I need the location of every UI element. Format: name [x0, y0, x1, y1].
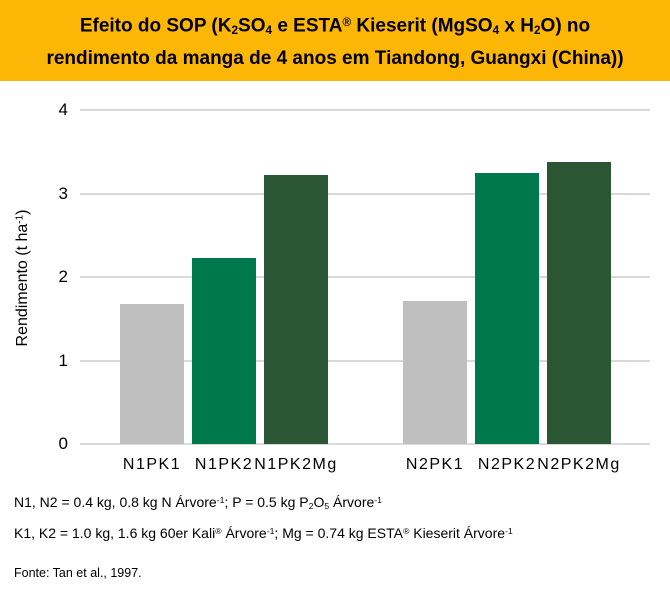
gridline-y-2	[80, 276, 650, 278]
x-tick-label-N2PK2: N2PK2	[477, 456, 537, 473]
bar-N2PK2	[475, 173, 539, 444]
bar-N1PK2Mg	[264, 175, 328, 444]
title-banner: Efeito do SOP (K2SO4 e ESTA® Kieserit (M…	[0, 0, 670, 81]
x-tick-label-N1PK1: N1PK1	[122, 456, 182, 473]
source-citation: Fonte: Tan et al., 1997.	[14, 566, 142, 580]
chart-title-line-1: Efeito do SOP (K2SO4 e ESTA® Kieserit (M…	[79, 15, 591, 38]
bar-N1PK1	[120, 304, 184, 444]
footnote-line-1: N1, N2 = 0.4 kg, 0.8 kg N Árvore-1; P = …	[14, 493, 383, 512]
gridline-y-3	[80, 192, 650, 195]
gridline-y-1	[80, 359, 650, 362]
gridline-y-0	[80, 443, 650, 445]
footnotes: N1, N2 = 0.4 kg, 0.8 kg N Árvore-1; P = …	[14, 488, 513, 546]
x-tick-label-N2PK2Mg: N2PK2Mg	[537, 456, 621, 473]
x-tick-label-N1PK2: N1PK2	[194, 456, 254, 473]
x-tick-label-N1PK2Mg: N1PK2Mg	[254, 456, 338, 473]
y-tick-label-3: 3	[58, 183, 68, 203]
y-tick-label-2: 2	[58, 267, 68, 286]
bar-N2PK1	[403, 301, 467, 444]
y-tick-label-0: 0	[58, 434, 68, 453]
bar-N1PK2	[192, 258, 256, 444]
footnote-line-2: K1, K2 = 1.0 kg, 1.6 kg 60er Kali® Árvor…	[14, 524, 513, 541]
gridline-y-4	[80, 109, 650, 111]
bar-N2PK2Mg	[547, 162, 611, 444]
x-tick-label-N2PK1: N2PK1	[405, 456, 465, 473]
y-tick-label-4: 4	[58, 100, 68, 119]
plot-area	[80, 109, 650, 445]
y-tick-label-1: 1	[58, 350, 68, 370]
chart-title-line-2: rendimento da manga de 4 anos em Tiandon…	[46, 47, 624, 69]
